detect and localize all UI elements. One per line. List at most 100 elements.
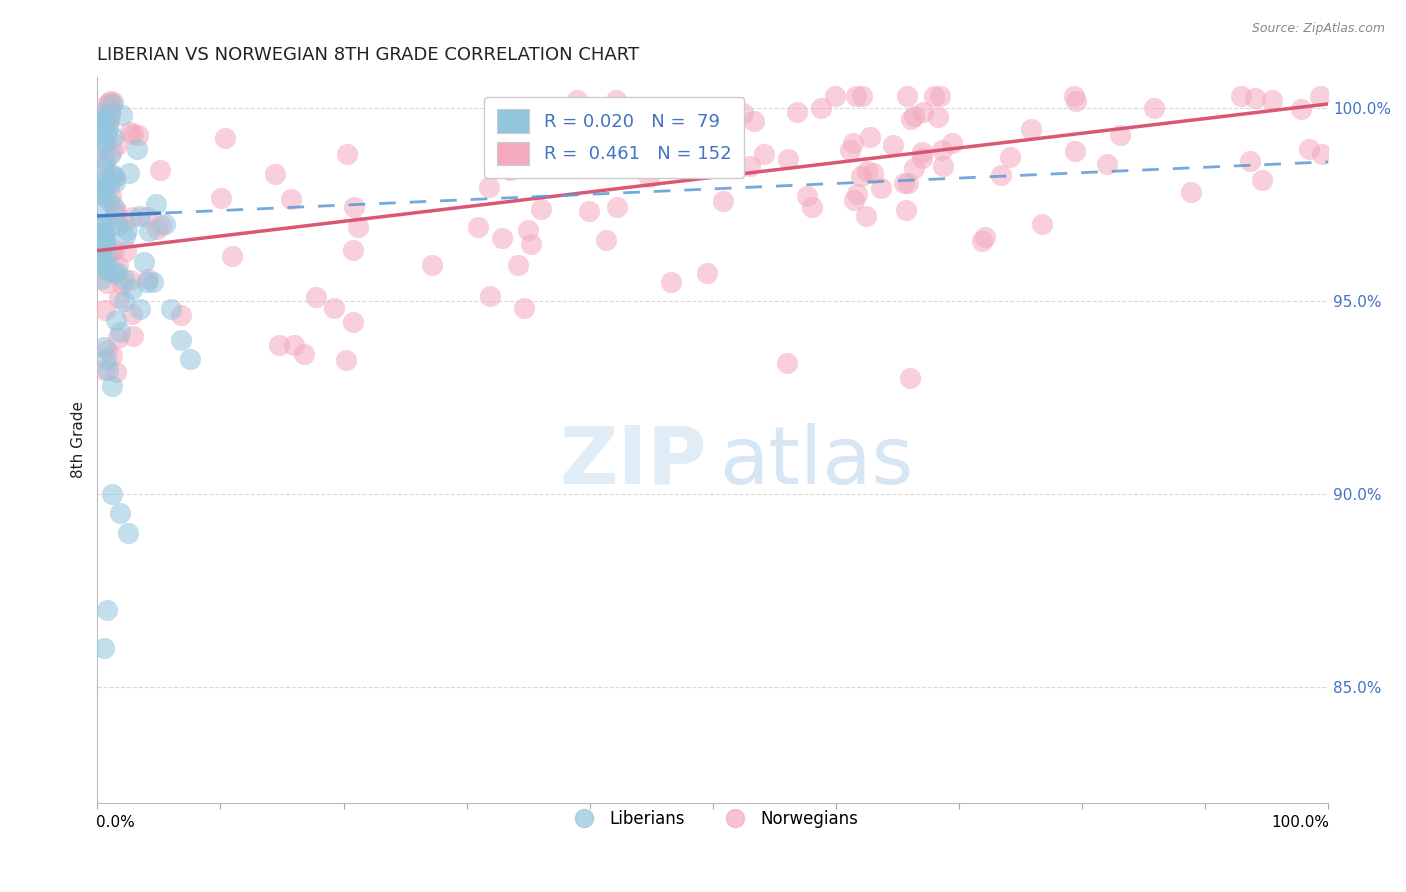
Point (103, 129, 125, 144)
Point (928, 89, 950, 103)
Point (94, 114, 117, 128)
Point (89, 202, 111, 217)
Point (91, 120, 114, 135)
Point (267, 337, 290, 351)
Point (93, 158, 115, 172)
Point (108, 325, 131, 339)
Point (136, 272, 159, 286)
Point (824, 89, 846, 103)
Text: 100.0%: 100.0% (1271, 814, 1329, 830)
Point (696, 266, 718, 280)
Point (98, 107, 121, 121)
Point (1095, 157, 1118, 171)
Point (97, 122, 120, 136)
Point (104, 313, 127, 327)
Point (491, 231, 513, 245)
Point (209, 190, 232, 204)
Point (1312, 147, 1334, 161)
Point (990, 168, 1012, 182)
Point (1064, 94, 1087, 108)
Point (98, 104, 121, 119)
Point (93, 141, 115, 155)
Point (101, 216, 124, 230)
Point (283, 338, 305, 352)
Point (101, 379, 124, 393)
Point (97, 264, 120, 278)
Point (801, 200, 824, 214)
Point (89, 254, 111, 268)
Point (679, 147, 702, 161)
Point (845, 89, 868, 103)
Point (912, 105, 935, 120)
Point (93, 113, 115, 128)
Point (974, 229, 997, 244)
Point (932, 159, 955, 173)
Point (869, 180, 891, 194)
Point (93, 238, 115, 252)
Point (93, 189, 115, 203)
Point (120, 272, 142, 286)
Point (533, 154, 555, 169)
Point (90, 251, 112, 265)
Point (343, 200, 366, 214)
Point (93, 362, 115, 376)
Point (100, 244, 122, 259)
Point (93, 257, 115, 271)
Point (101, 487, 124, 501)
Point (595, 233, 617, 247)
Point (263, 167, 285, 181)
Point (322, 301, 344, 315)
Point (91, 225, 114, 239)
Point (900, 112, 922, 127)
Point (1031, 217, 1053, 231)
Point (97, 363, 120, 377)
Point (138, 224, 160, 238)
Point (1291, 103, 1313, 117)
Point (1244, 91, 1267, 105)
Point (96, 343, 118, 358)
Point (578, 203, 600, 218)
Point (91, 161, 114, 175)
Point (112, 215, 135, 229)
Point (150, 218, 173, 232)
Point (103, 243, 125, 257)
Point (786, 105, 808, 120)
Point (129, 209, 152, 223)
Text: LIBERIAN VS NORWEGIAN 8TH GRADE CORRELATION CHART: LIBERIAN VS NORWEGIAN 8TH GRADE CORRELAT… (97, 46, 640, 64)
Text: atlas: atlas (718, 423, 914, 500)
Point (104, 365, 127, 379)
Point (121, 282, 143, 296)
Point (214, 131, 236, 145)
Point (111, 108, 134, 122)
Point (718, 125, 741, 139)
Point (1142, 101, 1164, 115)
Point (170, 308, 193, 322)
Point (96, 249, 118, 263)
Point (342, 243, 364, 257)
Point (775, 356, 797, 370)
Point (136, 211, 159, 225)
Point (90, 225, 112, 239)
Point (849, 169, 872, 184)
Point (335, 353, 357, 368)
Point (517, 223, 540, 237)
Point (107, 331, 129, 345)
Point (711, 194, 734, 208)
Point (89, 114, 111, 128)
Point (221, 250, 243, 264)
Point (121, 210, 143, 224)
Point (478, 180, 501, 194)
Point (94, 262, 117, 277)
Text: Source: ZipAtlas.com: Source: ZipAtlas.com (1251, 22, 1385, 36)
Point (638, 169, 661, 184)
Point (292, 347, 315, 361)
Point (104, 175, 127, 189)
Point (1230, 89, 1253, 103)
Point (856, 163, 879, 178)
Point (1298, 142, 1320, 156)
Point (778, 152, 800, 166)
Point (101, 168, 124, 182)
Point (93, 219, 115, 233)
Point (742, 113, 765, 128)
Y-axis label: 8th Grade: 8th Grade (72, 401, 86, 478)
